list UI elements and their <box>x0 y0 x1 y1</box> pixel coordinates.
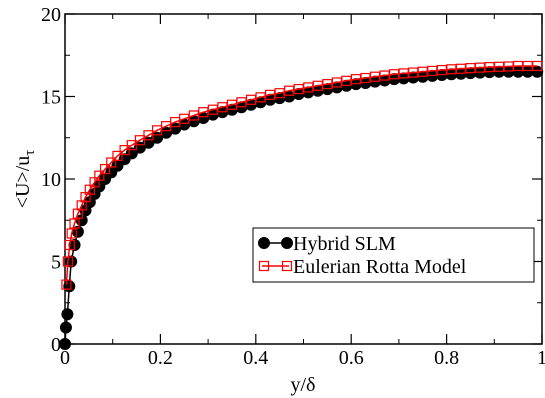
hybrid-slm-line <box>64 71 538 345</box>
series-hybrid-slm <box>59 65 544 350</box>
legend-marker-eulerian-rotta <box>258 260 270 272</box>
eulerian-rotta-point <box>66 228 77 239</box>
legend-label: Eulerian Rotta Model <box>293 256 467 278</box>
hybrid-slm-point <box>59 338 71 350</box>
y-tick-label: 10 <box>41 169 61 191</box>
eulerian-rotta-point <box>112 150 123 161</box>
x-tick-label: 0.2 <box>148 347 173 369</box>
legend-box <box>252 227 535 283</box>
eulerian-rotta-point <box>61 279 72 290</box>
series-eulerian-rotta <box>61 60 543 290</box>
legend-marker-eulerian-rotta <box>281 260 293 272</box>
x-axis-title: y/δ <box>291 374 316 396</box>
hybrid-slm-point <box>531 65 544 78</box>
eulerian-rotta-point <box>106 157 117 168</box>
eulerian-rotta-point <box>64 239 75 251</box>
legend-marker-hybrid-slm <box>258 237 270 249</box>
y-tick-label: 5 <box>51 252 61 274</box>
hybrid-slm-point <box>75 214 88 227</box>
eulerian-rotta-point <box>62 256 73 267</box>
eulerian-rotta-point <box>99 164 111 175</box>
y-tick-label: 20 <box>41 4 61 26</box>
y-axis-title-main: <U>/u <box>12 156 34 209</box>
legend-entry-eulerian-rotta: Eulerian Rotta Model <box>258 256 467 278</box>
eulerian-rotta-point <box>94 170 105 181</box>
hybrid-slm-point <box>63 280 76 293</box>
x-tick-label: 0 <box>60 347 70 369</box>
x-tick-label: 0.8 <box>434 347 459 369</box>
series-layer <box>59 60 544 350</box>
legend-marker-hybrid-slm <box>281 237 293 249</box>
legend-entry-hybrid-slm: Hybrid SLM <box>258 233 396 255</box>
eulerian-rotta-point <box>69 218 80 229</box>
eulerian-rotta-point <box>532 60 543 72</box>
hybrid-slm-point <box>59 321 72 334</box>
eulerian-rotta-point <box>72 208 83 219</box>
x-tick-label: 0.4 <box>243 347 268 369</box>
y-tick-label: 0 <box>51 334 61 356</box>
y-axis-title-subscript: τ <box>22 150 38 156</box>
axis-ticks <box>64 13 543 345</box>
hybrid-slm-point <box>61 308 74 321</box>
x-tick-label: 1 <box>537 347 545 369</box>
y-axis-title: <U>/uτ <box>12 150 38 209</box>
eulerian-rotta-point <box>76 200 87 211</box>
y-tick-label: 15 <box>41 87 61 109</box>
legend-label: Hybrid SLM <box>293 233 396 255</box>
x-tick-label: 0.6 <box>339 347 364 369</box>
